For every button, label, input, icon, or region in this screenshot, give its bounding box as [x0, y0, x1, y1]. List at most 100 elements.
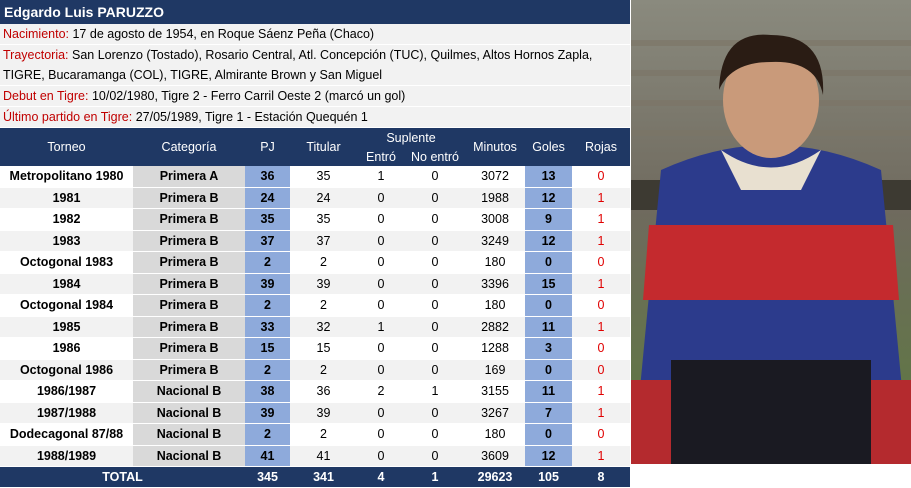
player-photo [631, 0, 911, 464]
table-cell: 3072 [465, 166, 526, 188]
table-cell: 0 [405, 294, 466, 317]
table-cell: 3008 [465, 208, 526, 231]
table-cell: Primera B [133, 359, 245, 381]
table-cell: 2 [290, 359, 357, 381]
table-cell: 1986 [0, 337, 133, 360]
column-header: Torneo [0, 128, 133, 166]
table-cell: 33 [245, 316, 290, 338]
table-cell: 1 [357, 316, 405, 338]
table-cell: Dodecagonal 87/88 [0, 423, 133, 446]
table-cell: 0 [357, 337, 405, 360]
table-cell: 32 [290, 316, 357, 338]
table-cell: 15 [525, 273, 573, 295]
table-row: 1988/1989 Nacional B 41 41 0 0 3609 12 1 [0, 445, 631, 467]
info-line: Debut en Tigre: 10/02/1980, Tigre 2 - Fe… [0, 86, 630, 107]
table-cell: 39 [290, 402, 357, 424]
table-cell: 0 [572, 337, 631, 360]
table-cell: 12 [525, 445, 573, 467]
table-cell: 0 [405, 445, 466, 467]
table-cell: 7 [525, 402, 573, 424]
table-cell: Primera B [133, 273, 245, 295]
table-cell: 3267 [465, 402, 526, 424]
table-cell: Primera B [133, 187, 245, 209]
table-cell: 0 [357, 294, 405, 317]
table-cell: 0 [405, 359, 466, 381]
table-cell: 180 [465, 423, 526, 446]
table-cell: 180 [465, 294, 526, 317]
total-cell: 1 [405, 466, 466, 488]
table-cell: 3155 [465, 380, 526, 403]
total-cell: 341 [290, 466, 357, 488]
table-cell: 1982 [0, 208, 133, 231]
table-cell: 3396 [465, 273, 526, 295]
table-cell: 13 [525, 166, 573, 188]
table-cell: 0 [357, 273, 405, 295]
table-cell: 0 [405, 208, 466, 231]
table-row: 1984 Primera B 39 39 0 0 3396 15 1 [0, 273, 631, 295]
table-cell: 9 [525, 208, 573, 231]
table-cell: 1986/1987 [0, 380, 133, 403]
table-row: 1983 Primera B 37 37 0 0 3249 12 1 [0, 230, 631, 252]
table-cell: 35 [245, 208, 290, 231]
table-cell: 36 [290, 380, 357, 403]
table-cell: 2882 [465, 316, 526, 338]
table-cell: 0 [572, 359, 631, 381]
table-cell: 1 [572, 380, 631, 403]
table-cell: 0 [572, 294, 631, 317]
table-cell: Primera B [133, 337, 245, 360]
table-cell: 1 [572, 273, 631, 295]
table-cell: 0 [525, 294, 573, 317]
table-cell: 39 [290, 273, 357, 295]
header-group: Suplente [357, 128, 466, 147]
table-cell: 37 [290, 230, 357, 252]
table-cell: 15 [245, 337, 290, 360]
table-cell: 24 [290, 187, 357, 209]
table-row: Octogonal 1986 Primera B 2 2 0 0 169 0 0 [0, 359, 631, 381]
table-cell: 0 [357, 402, 405, 424]
table-cell: 1983 [0, 230, 133, 252]
column-header: Goles [525, 128, 573, 166]
header-row: Entró No entró [0, 147, 630, 166]
table-row: 1982 Primera B 35 35 0 0 3008 9 1 [0, 208, 631, 231]
table-cell: 3 [525, 337, 573, 360]
table-cell: 37 [245, 230, 290, 252]
table-cell: 1 [572, 187, 631, 209]
table-cell: 1 [572, 208, 631, 231]
info-text: 10/02/1980, Tigre 2 - Ferro Carril Oeste… [91, 89, 406, 103]
table-cell: 0 [525, 359, 573, 381]
table-cell: 12 [525, 187, 573, 209]
table-row: 1986 Primera B 15 15 0 0 1288 3 0 [0, 337, 631, 360]
table-header: Torneo Categoría PJ Titular Suplente Minutos G… [0, 128, 631, 166]
table-cell: Octogonal 1983 [0, 251, 133, 274]
table-cell: 3249 [465, 230, 526, 252]
table-cell: 1 [572, 402, 631, 424]
table-cell: 41 [245, 445, 290, 467]
info-text: 17 de agosto de 1954, en Roque Sáenz Peñ… [72, 27, 375, 41]
table-cell: 0 [405, 337, 466, 360]
table-row: 1987/1988 Nacional B 39 39 0 0 3267 7 1 [0, 402, 631, 424]
column-header: Minutos [465, 128, 526, 166]
column-header: Categoría [133, 128, 245, 166]
table-cell: 24 [245, 187, 290, 209]
table-row: Metropolitano 1980 Primera A 36 35 1 0 3072 13 0 [0, 166, 631, 188]
total-cell: 4 [357, 466, 405, 488]
table-cell: 0 [357, 230, 405, 252]
total-row: TOTAL 345 341 4 1 29623 105 8 [0, 466, 631, 488]
table-cell: 0 [572, 251, 631, 274]
table-cell: 1 [357, 166, 405, 188]
table-cell: 0 [405, 187, 466, 209]
table-cell: Primera B [133, 316, 245, 338]
table-cell: 1988/1989 [0, 445, 133, 467]
table-cell: 1 [572, 316, 631, 338]
table-row: 1986/1987 Nacional B 38 36 2 1 3155 11 1 [0, 380, 631, 403]
total-cell: TOTAL [0, 466, 245, 488]
info-label: Trayectoria: [3, 48, 69, 62]
table-cell: 1987/1988 [0, 402, 133, 424]
table-cell: 0 [357, 423, 405, 446]
table-cell: 0 [405, 273, 466, 295]
table-cell: 38 [245, 380, 290, 403]
table-cell: Primera B [133, 208, 245, 231]
column-header: PJ [245, 128, 290, 166]
player-card: Edgardo Luis PARUZZO Nacimiento: 17 de a… [0, 0, 631, 488]
table-cell: 0 [525, 251, 573, 274]
